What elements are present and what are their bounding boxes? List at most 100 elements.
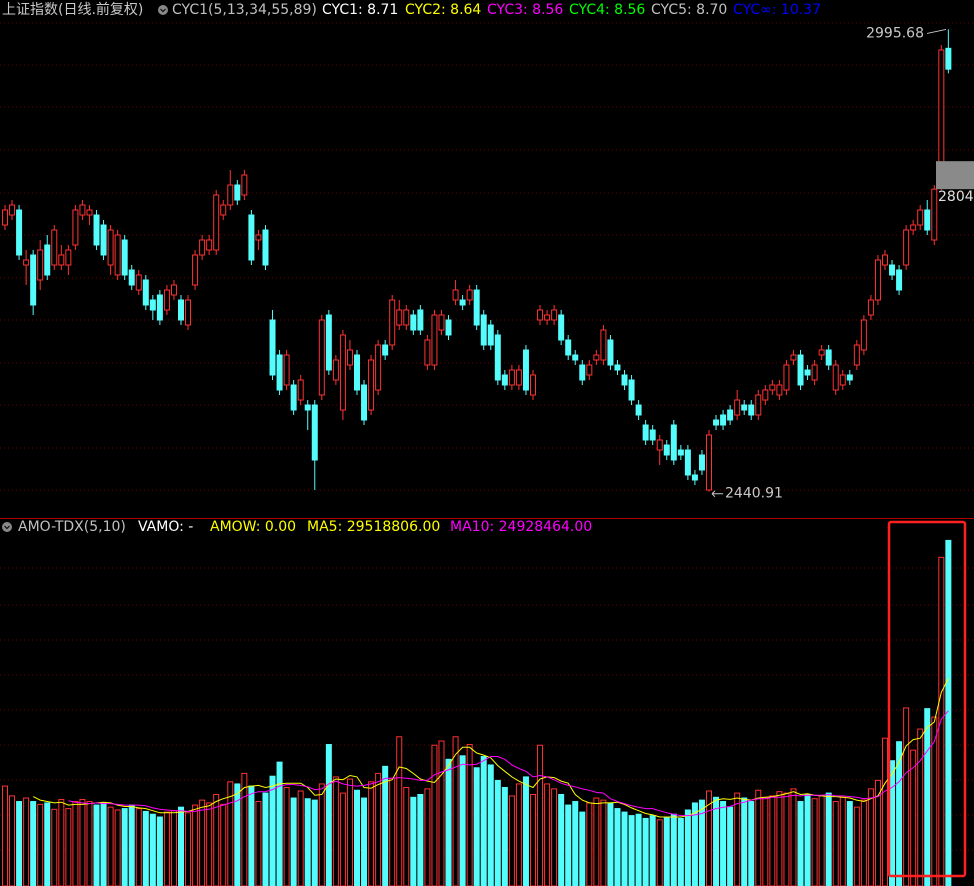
candle-body — [332, 359, 339, 381]
candle-body — [100, 224, 107, 256]
candle-body — [853, 344, 860, 366]
high-label: 2995.68 — [866, 25, 924, 41]
candle-body — [607, 339, 614, 366]
candle-body — [508, 369, 515, 386]
candle-body — [396, 309, 403, 326]
volume-bar — [100, 802, 107, 886]
volume-bar — [684, 809, 691, 886]
candle-body — [558, 314, 565, 341]
volume-bar — [839, 796, 846, 886]
volume-bar — [755, 789, 762, 886]
candle-body — [790, 354, 797, 361]
candle-body — [593, 354, 600, 361]
volume-bar — [910, 749, 917, 886]
volume-bar — [628, 815, 635, 886]
candle-body — [867, 299, 874, 316]
volume-bar — [572, 801, 579, 886]
candle-body — [283, 354, 290, 386]
candle-body — [720, 414, 727, 426]
candle-body — [874, 259, 881, 301]
volume-bar — [114, 809, 121, 886]
candle-body — [65, 249, 72, 266]
candle-body — [635, 404, 642, 416]
volume-bar — [325, 744, 332, 886]
volume-bar — [128, 804, 135, 886]
volume-bar — [621, 811, 628, 886]
volume-bar — [530, 794, 536, 886]
candle-body — [860, 319, 867, 351]
menu-icon[interactable] — [158, 5, 168, 15]
candle-body — [311, 404, 318, 461]
candle-body — [741, 404, 748, 411]
candle-body — [424, 339, 431, 366]
candle-body — [269, 319, 276, 376]
volume-bar — [178, 806, 184, 886]
volume-bar — [818, 795, 825, 886]
volume-bar — [346, 778, 353, 886]
candle-body — [825, 349, 832, 366]
volume-bar — [354, 789, 360, 886]
volume-bar — [487, 764, 494, 886]
candle-body — [663, 444, 670, 456]
volume-bar — [220, 803, 227, 886]
candle-body — [227, 184, 234, 206]
legend-entry: MA5: 29518806.00 — [307, 519, 440, 535]
volume-bar — [748, 801, 755, 886]
volume-bar — [79, 798, 86, 886]
volume-bar — [375, 772, 382, 886]
candle-body — [910, 224, 917, 231]
volume-bar — [825, 792, 832, 886]
volume-bar — [713, 796, 720, 886]
volume-bar — [938, 556, 945, 886]
candle-body — [797, 354, 804, 386]
volume-bar — [473, 767, 480, 886]
candle-body — [79, 204, 86, 216]
volume-bar — [846, 801, 853, 886]
candle-body — [346, 349, 353, 366]
volume-bar — [304, 798, 311, 886]
volume-bar — [522, 776, 529, 886]
volume-bar — [339, 792, 346, 886]
volume-bar — [734, 792, 741, 886]
volume-bar — [874, 779, 881, 886]
volume-bar — [635, 813, 642, 886]
candle-body — [72, 209, 79, 246]
volume-bar — [727, 806, 734, 886]
legend-entry: CYC∞: 10.37 — [733, 2, 821, 18]
candle-body — [832, 364, 839, 391]
candle-body — [58, 254, 65, 266]
candle-body — [684, 449, 691, 476]
volume-bar — [269, 775, 276, 886]
volume-bar — [691, 802, 698, 886]
candle-body — [121, 239, 128, 276]
volume-bar — [762, 796, 769, 886]
volume-bar — [706, 790, 712, 886]
volume-bar — [544, 783, 551, 886]
candle-body — [515, 369, 522, 386]
volume-bar — [396, 736, 403, 886]
volume-bar — [72, 801, 79, 886]
volume-bar — [741, 797, 748, 886]
volume-bar — [903, 707, 910, 886]
candle-body — [579, 364, 586, 381]
legend-entry: VAMO: - — [138, 519, 193, 535]
candle-body — [37, 249, 44, 281]
menu-icon[interactable] — [2, 522, 12, 532]
volume-bar — [466, 744, 473, 886]
volume-bar — [417, 794, 424, 886]
menu-icon-arrow — [4, 525, 10, 530]
legend-entry: AMOW: 0.00 — [210, 519, 296, 535]
candle-body — [494, 334, 501, 381]
candle-body — [487, 324, 494, 346]
volume-bar — [501, 786, 508, 886]
candle-body — [361, 384, 368, 421]
volume-bar — [121, 808, 128, 886]
candle-body — [220, 204, 227, 216]
volume-bar — [276, 761, 283, 886]
volume-bar — [663, 816, 670, 886]
volume-bar — [16, 801, 23, 886]
candle-body — [896, 269, 903, 291]
volume-bar — [593, 797, 600, 886]
candle-body — [262, 229, 269, 266]
